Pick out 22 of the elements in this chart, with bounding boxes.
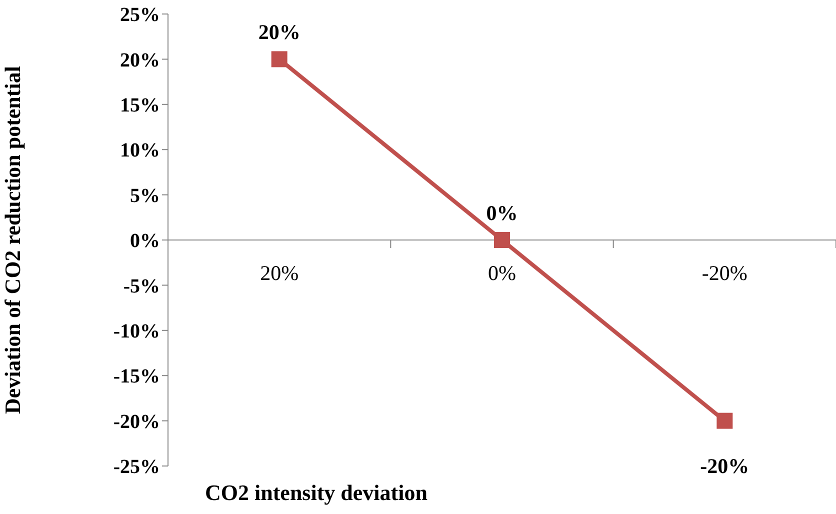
point — [716, 412, 733, 429]
y-tick-label: -15% — [113, 366, 160, 388]
point — [494, 232, 510, 248]
y-axis-title: Deviation of CO2 reduction potential — [0, 66, 25, 414]
y-tick-label: 0% — [130, 230, 160, 252]
y-tick-label: -25% — [113, 456, 160, 478]
y-tick-label: -5% — [123, 275, 160, 298]
y-tick-label: 5% — [130, 184, 160, 207]
y-tick-label: -20% — [113, 410, 160, 433]
y-tick-label: 20% — [120, 49, 160, 72]
x-axis-title: CO2 intensity deviation — [205, 480, 428, 506]
y-tick-label: -10% — [113, 320, 160, 342]
y-tick-label: 25% — [120, 4, 160, 26]
y-tick-label: 10% — [120, 140, 160, 162]
data-label: -20% — [700, 454, 750, 478]
point — [271, 51, 288, 68]
x-tick-label: 0% — [488, 261, 516, 285]
y-tick-label: 15% — [120, 94, 160, 116]
x-tick-label: 20% — [260, 261, 299, 285]
x-tick-label: -20% — [702, 261, 748, 285]
data-label: 0% — [486, 201, 518, 225]
data-label: 20% — [258, 20, 300, 44]
